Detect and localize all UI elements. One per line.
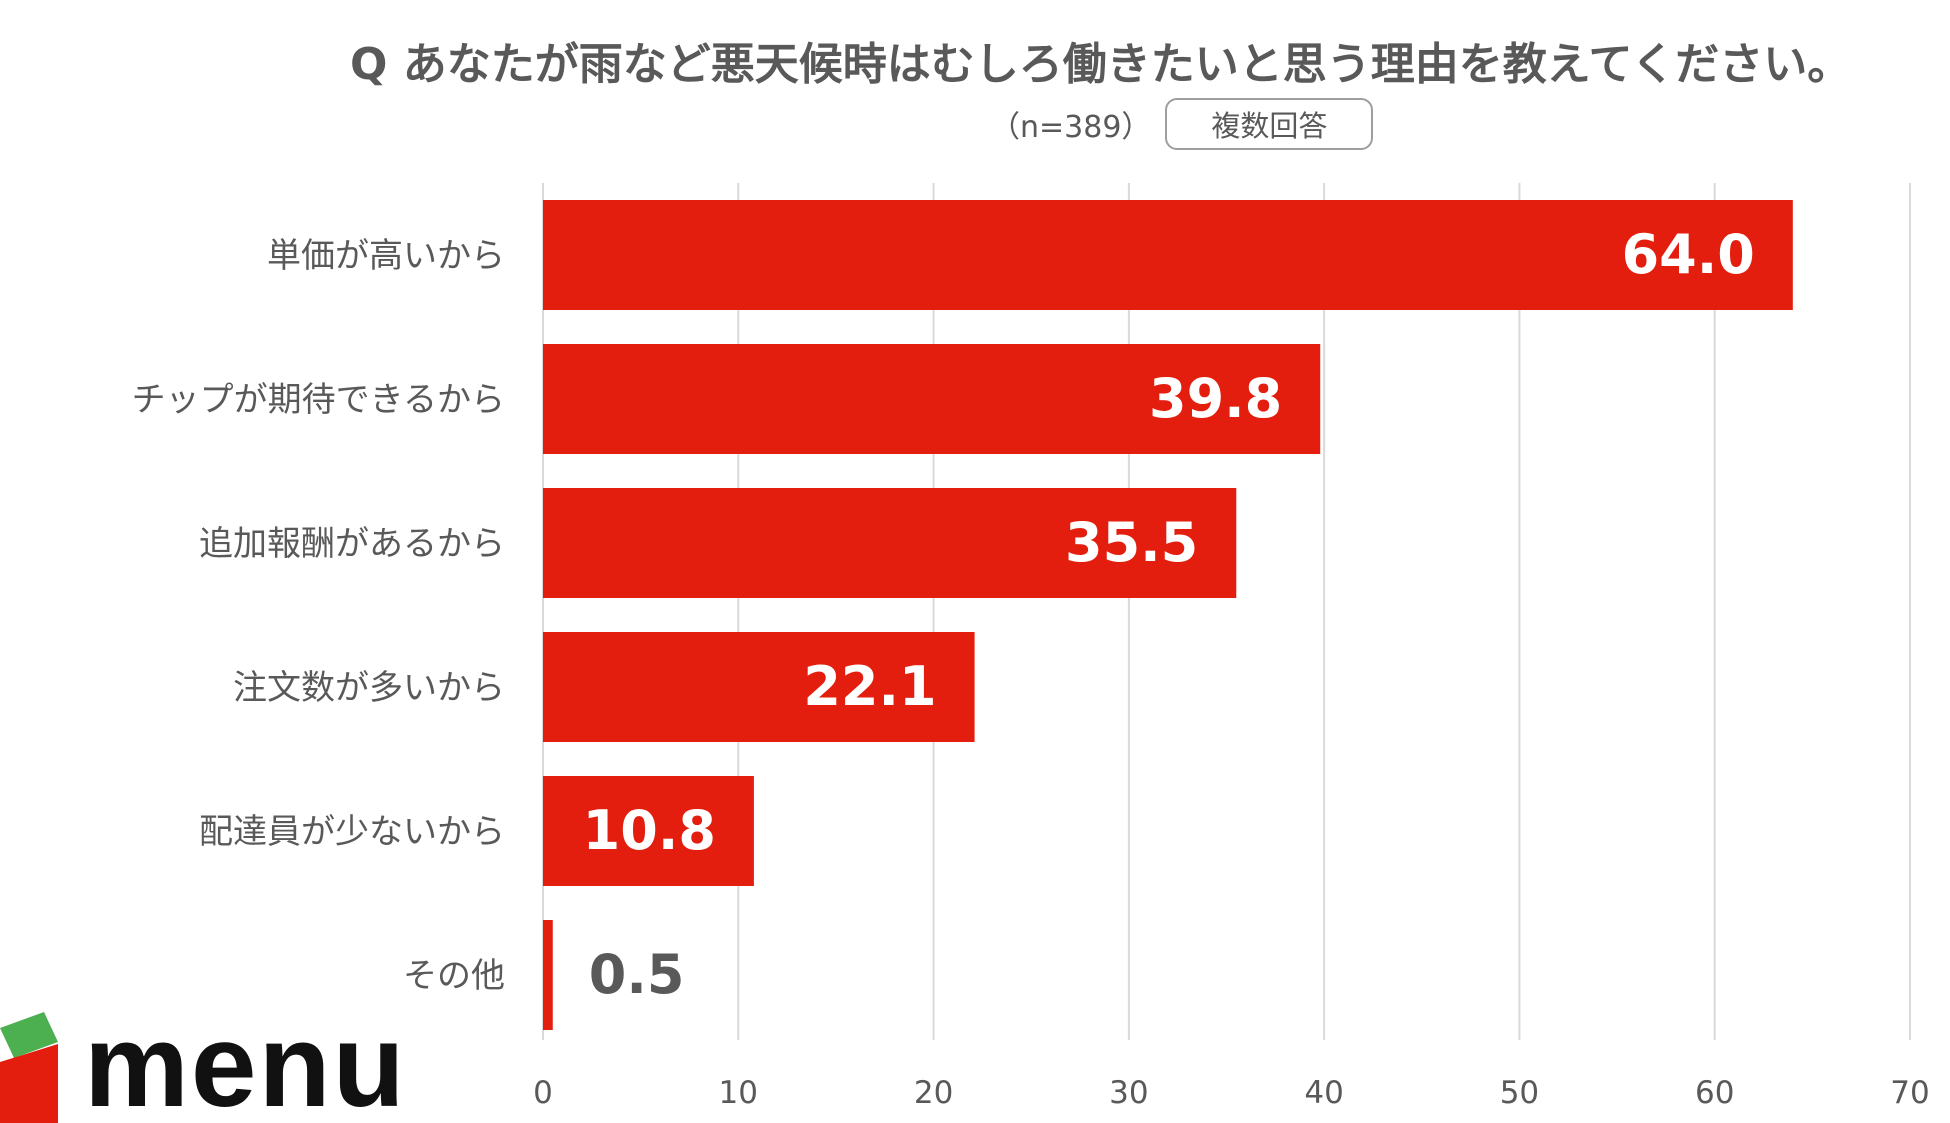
value-label: 39.8 (1149, 367, 1282, 430)
bar (543, 776, 754, 886)
bar (543, 488, 1237, 598)
menu-logo: menu (0, 1010, 407, 1123)
bar (543, 200, 1793, 310)
bars (543, 200, 1793, 1030)
x-tick-label: 10 (719, 1075, 758, 1111)
x-tick-label: 20 (914, 1075, 953, 1111)
value-labels: 64.0 39.8 35.5 22.1 10.8 0.5 (583, 223, 1755, 1006)
value-label: 10.8 (583, 799, 716, 862)
category-labels: 単価が高いからチップが期待できるから追加報酬があるから注文数が多いから配達員が少… (132, 236, 505, 996)
bar (543, 920, 553, 1030)
logo-green-icon (0, 1012, 58, 1058)
category-label: 注文数が多いから (233, 668, 505, 708)
category-label: チップが期待できるから (132, 380, 505, 420)
x-tick-label: 40 (1304, 1075, 1343, 1111)
bar (543, 632, 975, 742)
value-label: 22.1 (803, 655, 936, 718)
multiple-answer-badge: 複数回答 (1165, 98, 1374, 150)
x-tick-label: 60 (1695, 1075, 1734, 1111)
category-label: 単価が高いから (267, 236, 505, 276)
value-label: 0.5 (589, 943, 685, 1006)
x-tick-label: 70 (1890, 1075, 1929, 1111)
logo-wordmark: menu (84, 1010, 407, 1123)
category-label: その他 (403, 956, 505, 996)
x-tick-label: 50 (1500, 1075, 1539, 1111)
x-axis-ticks: 0 10 20 30 40 50 60 70 (533, 1075, 1930, 1111)
x-tick-label: 30 (1109, 1075, 1148, 1111)
chart-title: Q あなたが雨など悪天候時はむしろ働きたいと思う理由を教えてください。 (350, 39, 1852, 90)
subtitle-row: （n=389） 複数回答 (990, 98, 1374, 150)
value-label: 35.5 (1065, 511, 1198, 574)
grid-lines (542, 183, 1911, 1040)
logo-red-icon (0, 1044, 58, 1123)
category-label: 配達員が少ないから (199, 812, 505, 852)
x-tick-label: 0 (533, 1075, 553, 1111)
bar (543, 344, 1321, 454)
category-label: 追加報酬があるから (199, 524, 505, 564)
value-label: 64.0 (1622, 223, 1755, 286)
sample-size-label: （n=389） (990, 110, 1152, 145)
